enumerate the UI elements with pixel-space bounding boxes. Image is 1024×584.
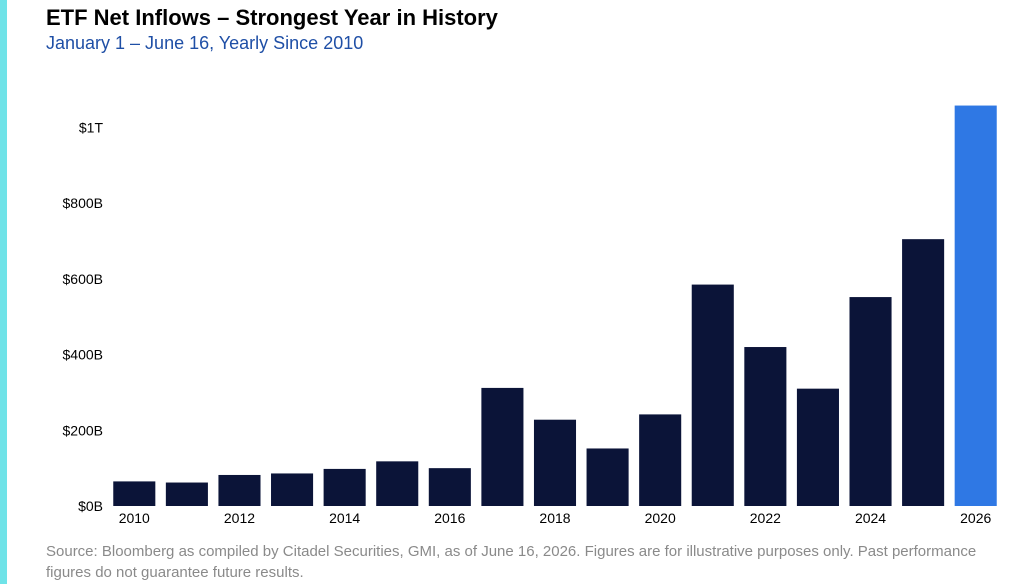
source-footnote: Source: Bloomberg as compiled by Citadel… [46, 543, 977, 581]
bar-2026 [954, 105, 997, 507]
y-tick-label: $0B [78, 498, 103, 514]
bar-2022 [744, 347, 787, 506]
y-tick-label: $600B [63, 271, 103, 287]
x-tick-label: 2016 [434, 510, 465, 526]
bar-2024 [849, 297, 892, 506]
accent-stripe [0, 0, 7, 584]
bar-2025 [902, 239, 945, 506]
x-tick-label: 2018 [539, 510, 570, 526]
bar-2012 [218, 474, 261, 506]
bar-2015 [376, 461, 419, 506]
chart-subtitle: January 1 – June 16, Yearly Since 2010 [46, 33, 364, 53]
x-tick-label: 2022 [750, 510, 781, 526]
bar-2013 [271, 473, 314, 506]
y-tick-label: $1T [79, 120, 104, 136]
x-tick-label: 2026 [960, 510, 991, 526]
bar-2016 [428, 468, 471, 506]
bar-2021 [691, 284, 734, 506]
bar-2019 [586, 448, 629, 506]
bar-2010 [113, 481, 156, 506]
y-tick-label: $400B [63, 347, 103, 363]
bar-2023 [796, 388, 839, 506]
bar-2017 [481, 387, 524, 506]
bar-2018 [533, 419, 577, 506]
bar-2020 [639, 414, 682, 506]
x-tick-label: 2014 [329, 510, 360, 526]
y-tick-label: $800B [63, 195, 103, 211]
y-tick-label: $200B [63, 422, 103, 438]
x-tick-label: 2012 [224, 510, 255, 526]
bar-2014 [323, 468, 366, 506]
x-tick-label: 2020 [645, 510, 676, 526]
x-tick-label: 2010 [119, 510, 150, 526]
chart-title: ETF Net Inflows – Strongest Year in Hist… [46, 5, 498, 30]
bar-2011 [165, 482, 208, 506]
x-tick-label: 2024 [855, 510, 886, 526]
